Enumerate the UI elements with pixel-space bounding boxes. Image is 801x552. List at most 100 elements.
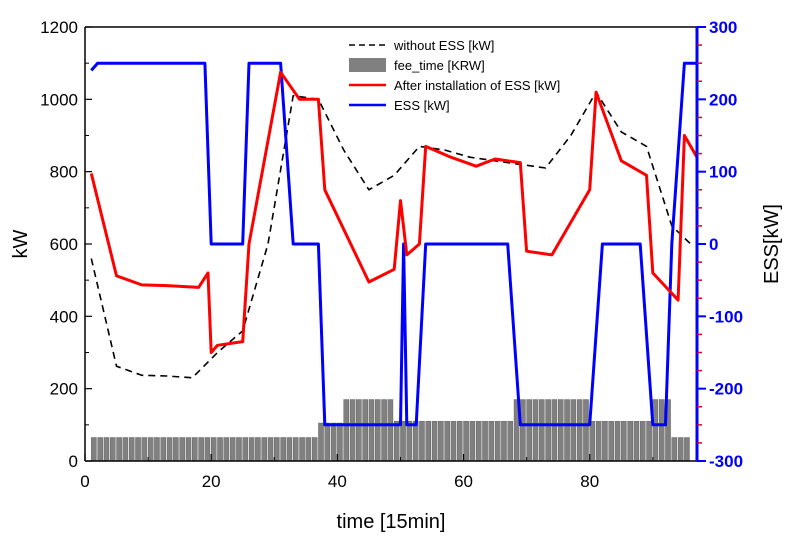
- y-tick-label: 600: [50, 235, 78, 254]
- without-ess-line: [90, 91, 692, 379]
- y-tick-label: 400: [50, 307, 78, 326]
- fee-time-bar: [375, 399, 381, 462]
- fee-time-bar: [324, 422, 331, 462]
- left-y-axis-title: kW: [10, 229, 32, 258]
- fee-time-bar: [318, 422, 324, 462]
- fee-time-bar: [444, 421, 450, 462]
- y-tick-label: 0: [69, 452, 78, 471]
- ticks: 0 20 40 60 80020040060080010001200-300-200-1…: [40, 18, 743, 491]
- fee-time-bar: [608, 421, 614, 462]
- y2-tick-label: 100: [709, 163, 737, 182]
- fee-time-bar: [671, 437, 678, 462]
- fee-time-bar: [362, 399, 368, 462]
- fee-time-bar: [640, 421, 646, 462]
- y-tick-label: 800: [50, 163, 78, 182]
- series-lines: [89, 61, 699, 427]
- y2-tick-label: -100: [709, 307, 743, 326]
- y-tick-label: 1000: [40, 90, 78, 109]
- fee-time-bar: [141, 437, 148, 462]
- legend-swatch-fee-time: [349, 58, 386, 72]
- fee-time-bar: [589, 421, 596, 462]
- x-tick-label: 20: [202, 472, 221, 491]
- fee-time-bar: [356, 399, 362, 462]
- fee-time-bar: [154, 437, 160, 462]
- fee-time-bar: [595, 421, 602, 462]
- fee-time-bar: [539, 399, 545, 462]
- fee-time-bar: [526, 399, 532, 462]
- fee-time-bar: [122, 437, 129, 462]
- fee-time-bar: [457, 421, 463, 462]
- fee-time-bar: [438, 421, 444, 462]
- fee-time-bar: [406, 421, 413, 462]
- fee-time-bar: [614, 421, 621, 462]
- fee-time-bar: [91, 437, 97, 462]
- fee-time-bar: [198, 437, 204, 462]
- y2-tick-label: 300: [709, 18, 737, 37]
- x-tick-label: 80: [580, 472, 599, 491]
- fee-time-bar: [135, 437, 141, 462]
- fee-time-bar: [652, 399, 659, 462]
- fee-time-bar: [103, 437, 110, 462]
- fee-time-bar: [602, 421, 608, 462]
- fee-time-bar: [564, 399, 570, 462]
- y2-tick-label: 0: [709, 235, 718, 254]
- legend-label-fee-time: fee_time [KRW]: [394, 58, 485, 73]
- fee-time-bar: [343, 399, 349, 462]
- fee-time-bar: [520, 399, 526, 462]
- x-tick-label: 0: [80, 472, 89, 491]
- fee-time-bar: [293, 437, 299, 462]
- fee-time-bar: [463, 421, 469, 462]
- fee-time-bar: [677, 437, 684, 462]
- fee-time-bar: [431, 421, 438, 462]
- fee-time-bar: [475, 421, 482, 462]
- y-tick-label: 200: [50, 380, 78, 399]
- fee-time-bar: [381, 399, 387, 462]
- fee-time-bar: [160, 437, 167, 462]
- fee-time-bar: [494, 421, 501, 462]
- fee-time-bar: [349, 399, 356, 462]
- y2-tick-label: -200: [709, 380, 743, 399]
- fee-time-bar: [387, 399, 394, 462]
- fee-time-bar: [330, 422, 337, 462]
- fee-time-bar: [532, 399, 539, 462]
- fee-time-bar: [274, 437, 280, 462]
- fee-time-bar: [501, 421, 507, 462]
- legend-label-ess: ESS [kW]: [394, 98, 450, 113]
- fee-time-bar: [570, 399, 577, 462]
- fee-time-bar: [646, 421, 652, 462]
- fee-time-bar: [242, 437, 249, 462]
- fee-time-bar: [280, 437, 286, 462]
- fee-time-bar: [488, 421, 495, 462]
- x-tick-label: 40: [328, 472, 347, 491]
- fee-time-bar: [210, 437, 217, 462]
- fee-time-bar: [110, 437, 116, 462]
- fee-time-bar: [248, 437, 255, 462]
- fee-time-bar: [286, 437, 293, 462]
- fee-time-bar: [545, 399, 551, 462]
- x-axis-title: time [15min]: [337, 511, 446, 533]
- fee-time-bar: [147, 437, 154, 462]
- fee-time-bar: [217, 437, 223, 462]
- fee-time-bar: [236, 437, 242, 462]
- legend-label-without-ess: without ESS [kW]: [393, 38, 494, 53]
- fee-time-bar: [583, 399, 589, 462]
- fee-time-bar: [311, 437, 318, 462]
- fee-time-bar: [192, 437, 198, 462]
- fee-time-bar: [166, 437, 173, 462]
- fee-time-bar: [173, 437, 179, 462]
- fee-time-bar: [627, 421, 633, 462]
- y2-tick-label: -300: [709, 452, 743, 471]
- after-ess-line: [89, 70, 699, 354]
- fee-time-bar: [255, 437, 261, 462]
- fee-time-bar: [633, 421, 640, 462]
- fee-time-bar: [551, 399, 558, 462]
- fee-time-bar: [557, 399, 564, 462]
- fee-time-bar: [393, 421, 400, 462]
- fee-time-bar: [229, 437, 236, 462]
- fee-time-bar: [507, 421, 514, 462]
- fee-time-bar: [179, 437, 185, 462]
- right-y-axis-title: ESS[kW]: [761, 204, 783, 284]
- fee-time-bar: [621, 421, 627, 462]
- fee-time-bar: [337, 422, 343, 462]
